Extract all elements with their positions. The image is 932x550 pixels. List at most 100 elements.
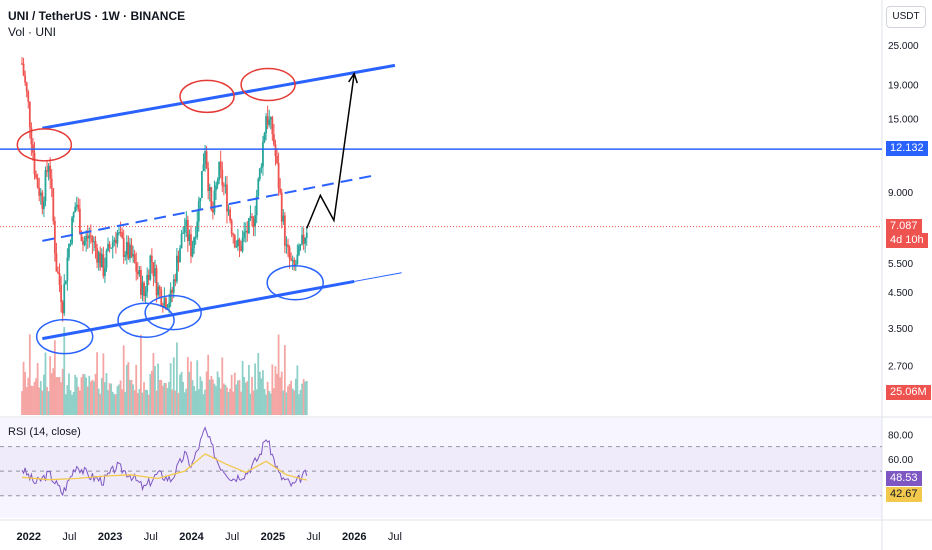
volume-bar bbox=[208, 379, 211, 415]
volume-bar bbox=[197, 389, 200, 415]
volume-bar bbox=[205, 371, 208, 415]
volume-bar bbox=[240, 391, 242, 415]
candle bbox=[266, 116, 269, 125]
candle bbox=[296, 254, 299, 265]
candle bbox=[299, 244, 302, 246]
candle bbox=[305, 232, 308, 238]
candle bbox=[33, 152, 36, 175]
volume-bar bbox=[96, 352, 99, 415]
volume-bar bbox=[229, 388, 231, 415]
candle bbox=[118, 232, 120, 234]
volume-bar bbox=[185, 388, 188, 415]
volume-bar bbox=[64, 394, 67, 415]
candle bbox=[21, 63, 23, 65]
volume-bar bbox=[290, 380, 293, 415]
candle bbox=[293, 260, 296, 266]
rsi-ma-badge: 42.67 bbox=[886, 487, 922, 502]
rsi-value-badge: 48.53 bbox=[886, 471, 922, 486]
volume-bar bbox=[224, 384, 227, 415]
candle bbox=[218, 161, 221, 181]
rsi-tick-label: 80.00 bbox=[888, 430, 913, 441]
time-tick-label: 2023 bbox=[98, 531, 122, 543]
candle bbox=[274, 144, 277, 156]
volume-bar bbox=[293, 390, 296, 415]
candle bbox=[135, 262, 138, 272]
candle bbox=[39, 192, 42, 196]
candle bbox=[102, 254, 105, 276]
countdown-badge: 4d 10h bbox=[886, 233, 928, 248]
volume-bar bbox=[91, 379, 94, 415]
candle bbox=[129, 244, 131, 259]
volume-bar bbox=[53, 340, 56, 415]
candle bbox=[199, 198, 202, 202]
candle bbox=[108, 243, 111, 248]
volume-bar bbox=[69, 390, 72, 415]
volume-bar bbox=[94, 373, 97, 415]
time-tick-label: 2022 bbox=[17, 531, 41, 543]
candle bbox=[96, 248, 99, 263]
candle bbox=[27, 91, 30, 102]
volume-bar bbox=[191, 380, 194, 415]
candle bbox=[77, 204, 80, 209]
volume-bar bbox=[163, 382, 166, 415]
candle bbox=[213, 190, 216, 213]
candle bbox=[193, 237, 196, 248]
low-circle bbox=[35, 318, 94, 355]
volume-bar bbox=[99, 393, 102, 415]
volume-bar bbox=[154, 366, 156, 415]
volume-bar bbox=[100, 378, 103, 415]
volume-bar bbox=[301, 383, 303, 415]
candle bbox=[232, 233, 235, 236]
volume-bar bbox=[260, 378, 263, 415]
candle bbox=[201, 170, 203, 199]
candle bbox=[175, 255, 178, 282]
candle bbox=[146, 274, 149, 293]
candle bbox=[254, 215, 257, 227]
volume-bar bbox=[52, 368, 55, 415]
candle bbox=[91, 236, 94, 243]
candle bbox=[265, 116, 267, 134]
candle bbox=[36, 177, 39, 188]
candle bbox=[298, 245, 300, 255]
candle bbox=[219, 161, 222, 170]
candle bbox=[277, 163, 280, 189]
volume-bar bbox=[83, 373, 86, 415]
volume-bar bbox=[262, 370, 264, 415]
volume-bar bbox=[287, 386, 289, 415]
volume-bar bbox=[246, 381, 249, 415]
candle bbox=[301, 234, 303, 245]
volume-bar bbox=[165, 383, 167, 415]
volume-bar bbox=[68, 373, 70, 415]
volume-bar bbox=[282, 390, 285, 415]
volume-bar bbox=[183, 392, 186, 415]
candle bbox=[158, 286, 161, 290]
candle bbox=[107, 243, 109, 251]
low-circle bbox=[117, 302, 175, 338]
volume-bar bbox=[124, 391, 127, 415]
volume-bar bbox=[85, 377, 88, 415]
rsi-legend[interactable]: RSI (14, close) bbox=[8, 426, 81, 438]
candle bbox=[89, 235, 92, 237]
candle bbox=[290, 258, 293, 261]
volume-bar bbox=[204, 389, 206, 415]
volume-bar bbox=[75, 377, 78, 415]
volume-bar bbox=[41, 390, 44, 415]
candle bbox=[78, 208, 81, 234]
volume-bar bbox=[38, 387, 41, 415]
currency-button[interactable]: USDT bbox=[886, 6, 926, 28]
volume-bar bbox=[168, 382, 170, 415]
price-tick-label: 15.000 bbox=[888, 115, 919, 126]
candle bbox=[99, 252, 102, 268]
symbol-title[interactable]: UNI / TetherUS · 1W · BINANCE bbox=[8, 9, 186, 23]
volume-legend[interactable]: Vol · UNI bbox=[8, 25, 57, 39]
volume-bar bbox=[50, 373, 53, 415]
candle bbox=[75, 204, 78, 207]
candle bbox=[241, 237, 244, 251]
candle bbox=[71, 217, 73, 244]
candle bbox=[273, 134, 275, 145]
candle bbox=[197, 201, 200, 222]
volume-bar bbox=[280, 371, 283, 415]
candle bbox=[287, 244, 289, 248]
candle bbox=[221, 169, 224, 186]
